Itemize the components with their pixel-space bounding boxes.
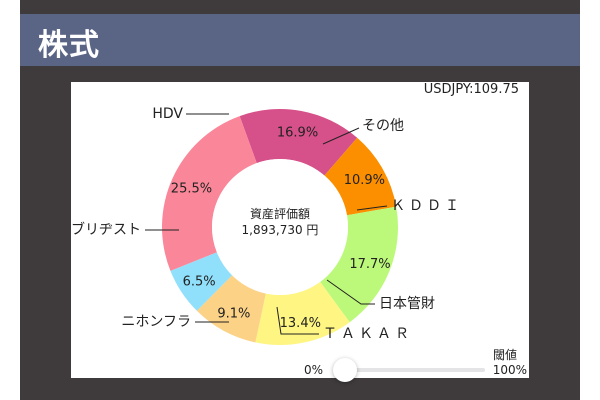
slice-0[interactable]	[239, 109, 358, 176]
slice-1[interactable]	[324, 137, 397, 216]
category-label: HDV	[152, 106, 183, 122]
category-label: ブリヂスト	[71, 221, 141, 238]
slice-value-label: 13.4%	[280, 316, 321, 331]
donut-hole	[212, 159, 348, 295]
slider-max-label: 100%	[492, 363, 527, 377]
category-label: ＴＡＫＡＲ	[323, 326, 413, 342]
section-header: 株式	[20, 14, 580, 66]
slice-6[interactable]	[162, 116, 257, 271]
slice-4[interactable]	[196, 275, 266, 343]
slider-min-label: 0%	[304, 363, 324, 377]
slice-5[interactable]	[170, 252, 233, 311]
section-title: 株式	[38, 28, 100, 63]
slider-thumb[interactable]	[333, 358, 357, 382]
slice-value-label: 16.9%	[277, 126, 318, 141]
center-value: 1,893,730 円	[242, 223, 319, 237]
slice-value-label: 6.5%	[183, 275, 216, 290]
slice-3[interactable]	[255, 281, 350, 345]
category-label: その他	[362, 118, 404, 134]
slice-value-label: 9.1%	[217, 306, 250, 321]
category-label: 日本管財	[379, 296, 435, 312]
leader-line	[356, 205, 388, 211]
threshold-label: 閾値	[492, 348, 517, 362]
exchange-rate: USDJPY:109.75	[423, 82, 519, 97]
category-label: ＫＤＤＩ	[391, 198, 463, 214]
allocation-donut-chart: 16.9% HDV 10.9% その他 17.7% ＫＤＤＩ 13.4% 日本管財 9.1% ＴＡ…	[71, 106, 463, 345]
slice-value-label: 17.7%	[349, 257, 390, 272]
threshold-slider[interactable]	[333, 358, 485, 382]
center-label: 資産評価額	[250, 206, 310, 221]
portfolio-panel: USDJPY:109.75 16.9% HDV 10.9% その他 17.7% ＫＤＤＩ 1…	[71, 82, 529, 382]
slice-2[interactable]	[320, 206, 398, 323]
leader-line	[322, 127, 360, 145]
category-label: ニホンフラ	[121, 314, 191, 330]
leader-line	[276, 306, 319, 335]
slice-value-label: 25.5%	[171, 181, 212, 196]
leader-line	[326, 279, 375, 305]
slice-value-label: 10.9%	[344, 173, 385, 188]
